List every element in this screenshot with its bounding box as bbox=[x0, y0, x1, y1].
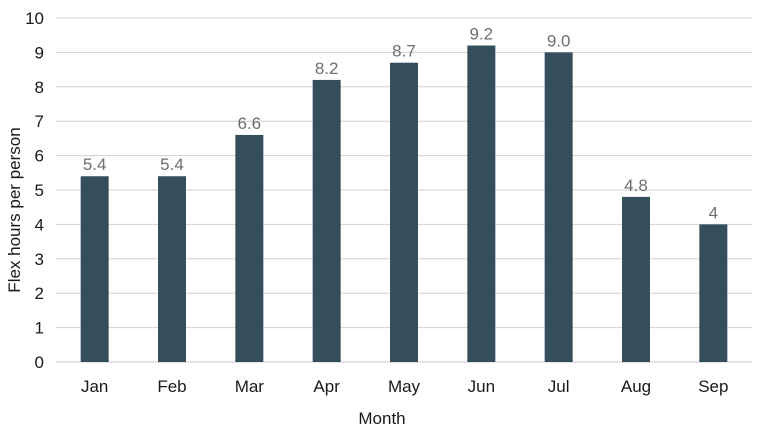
bar bbox=[235, 134, 264, 362]
y-tick-label: 9 bbox=[35, 43, 44, 62]
y-axis-ticks: 0 1 2 3 4 5 6 7 8 9 10 bbox=[25, 9, 44, 372]
x-tick-label: Sep bbox=[698, 377, 728, 396]
y-tick-label: 5 bbox=[35, 181, 44, 200]
y-tick-label: 6 bbox=[35, 147, 44, 166]
y-tick-label: 2 bbox=[35, 284, 44, 303]
y-axis-title: Flex hours per person bbox=[5, 127, 24, 292]
bar bbox=[467, 45, 496, 363]
x-tick-label: Jan bbox=[81, 377, 108, 396]
x-tick-label: Aug bbox=[621, 377, 651, 396]
x-tick-label: Feb bbox=[157, 377, 186, 396]
data-label: 9.0 bbox=[547, 31, 571, 50]
bar bbox=[699, 224, 728, 362]
data-labels: 5.4 5.4 6.6 8.2 8.7 9.2 9.0 4.8 4 bbox=[83, 25, 718, 223]
bars bbox=[80, 45, 728, 363]
bar bbox=[80, 176, 109, 362]
data-label: 8.2 bbox=[315, 59, 339, 78]
data-label: 5.4 bbox=[160, 155, 184, 174]
x-tick-label: Apr bbox=[313, 377, 340, 396]
x-tick-label: Jul bbox=[548, 377, 570, 396]
data-label: 4.8 bbox=[624, 176, 648, 195]
y-tick-label: 8 bbox=[35, 78, 44, 97]
data-label: 5.4 bbox=[83, 155, 107, 174]
data-label: 9.2 bbox=[470, 25, 494, 44]
bar bbox=[312, 79, 341, 363]
y-tick-label: 1 bbox=[35, 319, 44, 338]
data-label: 8.7 bbox=[392, 42, 416, 61]
y-tick-label: 3 bbox=[35, 250, 44, 269]
x-axis-ticks: Jan Feb Mar Apr May Jun Jul Aug Sep bbox=[81, 377, 729, 396]
data-label: 4 bbox=[709, 203, 718, 222]
bar bbox=[544, 52, 573, 363]
x-tick-label: Mar bbox=[235, 377, 265, 396]
bar bbox=[622, 196, 650, 362]
y-tick-label: 4 bbox=[35, 215, 44, 234]
y-tick-label: 0 bbox=[35, 353, 44, 372]
y-tick-label: 10 bbox=[25, 9, 44, 28]
data-label: 6.6 bbox=[238, 114, 262, 133]
y-tick-label: 7 bbox=[35, 112, 44, 131]
x-tick-label: Jun bbox=[468, 377, 495, 396]
bar bbox=[158, 176, 186, 362]
x-tick-label: May bbox=[388, 377, 421, 396]
x-axis-title: Month bbox=[358, 409, 405, 428]
bar bbox=[390, 62, 418, 362]
